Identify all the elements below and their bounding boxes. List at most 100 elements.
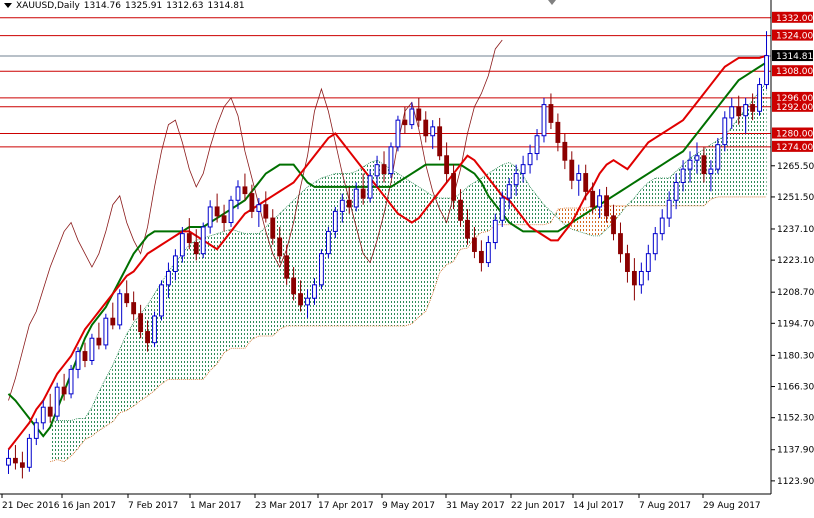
candle[interactable] <box>541 97 547 143</box>
candle[interactable] <box>131 291 137 321</box>
candle[interactable] <box>82 342 88 368</box>
candle[interactable] <box>221 204 227 232</box>
candle[interactable] <box>485 235 491 268</box>
candle[interactable] <box>54 382 60 421</box>
candle[interactable] <box>242 173 248 201</box>
candle[interactable] <box>207 200 213 234</box>
candle[interactable] <box>659 209 665 241</box>
candle[interactable] <box>26 433 32 472</box>
candle[interactable] <box>200 222 206 259</box>
candle[interactable] <box>652 226 658 261</box>
candle[interactable] <box>478 240 484 272</box>
candle[interactable] <box>13 445 18 470</box>
candle[interactable] <box>611 204 616 241</box>
candle[interactable] <box>694 142 700 174</box>
candle[interactable] <box>715 137 721 174</box>
candle[interactable] <box>374 155 380 187</box>
candle[interactable] <box>256 198 262 227</box>
candle[interactable] <box>249 184 255 219</box>
candle[interactable] <box>263 191 269 223</box>
candle[interactable] <box>562 133 568 170</box>
candle[interactable] <box>673 173 679 210</box>
candle[interactable] <box>179 226 185 263</box>
candle[interactable] <box>214 193 220 223</box>
candle[interactable] <box>527 144 533 174</box>
candle[interactable] <box>325 226 331 259</box>
candle[interactable] <box>47 393 53 423</box>
candle[interactable] <box>604 186 609 223</box>
candle[interactable] <box>346 186 352 214</box>
candle[interactable] <box>645 244 651 281</box>
candle[interactable] <box>555 113 561 152</box>
candle[interactable] <box>402 106 408 134</box>
candle[interactable] <box>666 191 672 227</box>
candle[interactable] <box>193 229 199 261</box>
candle[interactable] <box>152 311 157 348</box>
candle[interactable] <box>708 160 714 192</box>
candle[interactable] <box>124 280 130 308</box>
candle[interactable] <box>117 289 123 330</box>
candle[interactable] <box>96 322 102 350</box>
candle[interactable] <box>757 77 762 116</box>
candle[interactable] <box>513 164 519 196</box>
candle[interactable] <box>381 151 387 183</box>
candle[interactable] <box>764 31 769 90</box>
candle[interactable] <box>332 206 338 239</box>
candle[interactable] <box>6 449 11 474</box>
candle[interactable] <box>416 97 422 127</box>
candle[interactable] <box>298 280 303 312</box>
candle[interactable] <box>576 164 582 196</box>
candle[interactable] <box>75 347 81 379</box>
candle[interactable] <box>353 182 359 212</box>
candle[interactable] <box>138 304 144 339</box>
candle[interactable] <box>631 258 637 301</box>
candle[interactable] <box>312 278 317 305</box>
candle[interactable] <box>590 182 596 214</box>
candle[interactable] <box>89 333 95 365</box>
candle[interactable] <box>235 180 241 210</box>
candle[interactable] <box>701 146 707 183</box>
candle[interactable] <box>68 364 74 399</box>
candle[interactable] <box>40 400 46 430</box>
candle[interactable] <box>722 111 728 152</box>
candle[interactable] <box>367 169 373 203</box>
candle[interactable] <box>583 164 589 201</box>
candle[interactable] <box>186 218 192 250</box>
candle[interactable] <box>430 120 436 150</box>
candle[interactable] <box>736 95 742 125</box>
candle[interactable] <box>103 313 109 350</box>
candle[interactable] <box>506 178 512 210</box>
candle[interactable] <box>228 195 234 227</box>
candle[interactable] <box>291 267 297 301</box>
candle[interactable] <box>423 111 429 143</box>
candle[interactable] <box>597 189 603 219</box>
candle[interactable] <box>395 115 401 152</box>
candle[interactable] <box>638 262 644 294</box>
candle[interactable] <box>451 164 456 210</box>
candle[interactable] <box>305 289 310 319</box>
candle[interactable] <box>750 93 756 121</box>
candle[interactable] <box>520 155 526 183</box>
candle[interactable] <box>548 93 554 130</box>
candle[interactable] <box>319 249 324 290</box>
candle[interactable] <box>19 451 25 479</box>
candle[interactable] <box>472 226 477 259</box>
candle[interactable] <box>499 191 505 227</box>
candle[interactable] <box>534 129 540 161</box>
candle[interactable] <box>569 151 575 190</box>
candle[interactable] <box>492 213 498 250</box>
candle[interactable] <box>110 302 116 330</box>
dropdown-triangle-icon[interactable] <box>4 3 12 8</box>
candle[interactable] <box>444 142 450 183</box>
candle[interactable] <box>61 373 67 401</box>
candle[interactable] <box>360 173 366 205</box>
candle[interactable] <box>687 151 693 183</box>
candle[interactable] <box>458 189 463 227</box>
candle[interactable] <box>284 244 290 285</box>
candle[interactable] <box>145 320 150 352</box>
candle[interactable] <box>277 226 283 263</box>
candle[interactable] <box>743 97 749 134</box>
candle[interactable] <box>159 280 164 321</box>
candle[interactable] <box>409 102 415 130</box>
